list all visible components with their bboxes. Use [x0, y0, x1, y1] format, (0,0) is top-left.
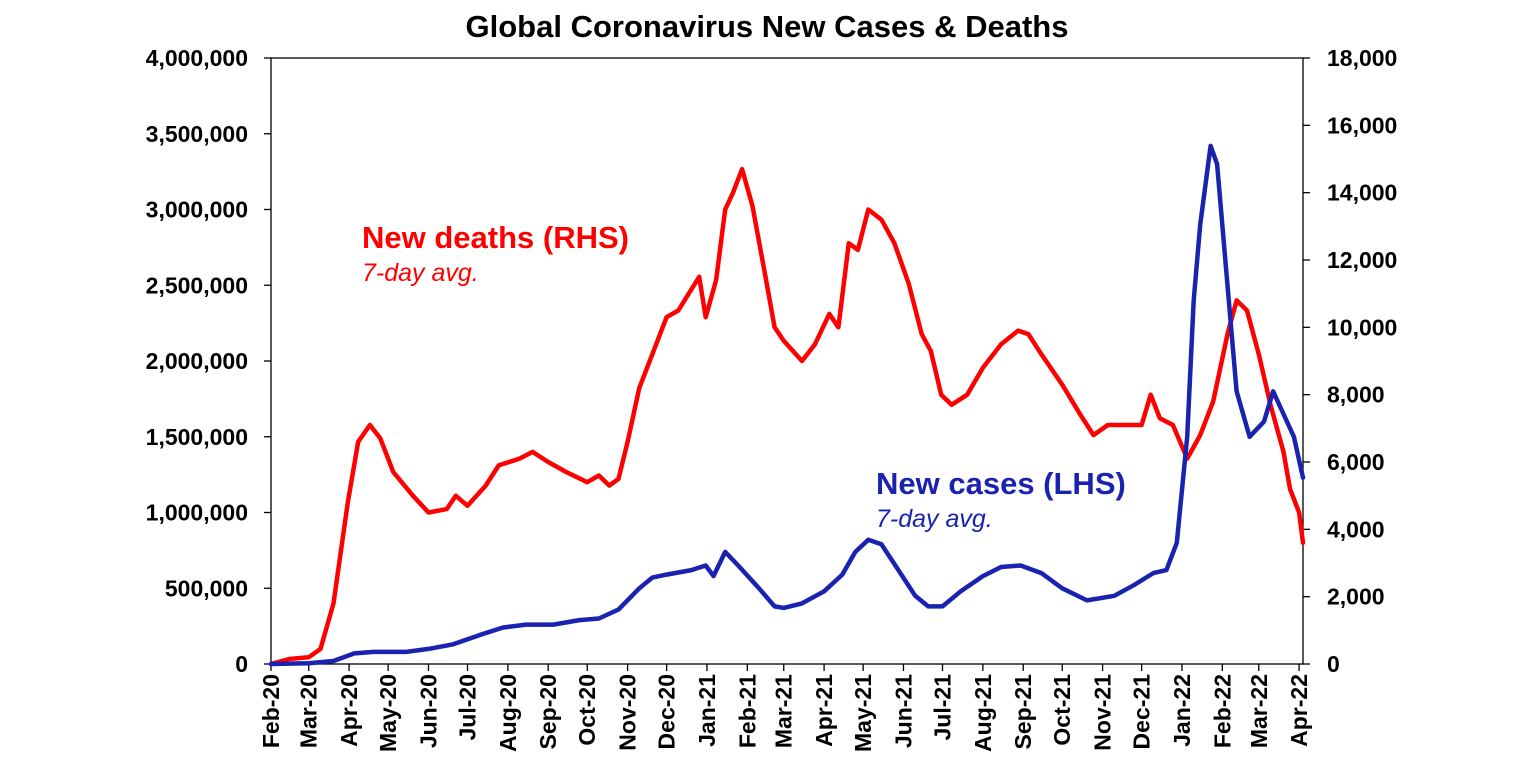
deaths-series-label: New deaths (RHS) [362, 220, 629, 255]
cases-series-label: New cases (LHS) [876, 466, 1126, 501]
left-y-tick-label: 500,000 [165, 575, 248, 601]
x-tick-label: Sep-20 [535, 674, 561, 749]
right-y-tick-label: 10,000 [1327, 314, 1397, 340]
x-tick-label: Mar-22 [1246, 674, 1272, 748]
right-y-tick-label: 16,000 [1327, 112, 1397, 138]
left-y-axis: 0 500,000 1,000,000 1,500,000 2,000,000 2,500… [146, 45, 271, 677]
left-y-tick-label: 0 [235, 651, 248, 677]
x-tick-label: Feb-21 [734, 674, 760, 748]
x-tick-label: Jun-21 [890, 674, 916, 748]
x-tick-label: Apr-20 [336, 674, 362, 747]
left-y-tick-label: 1,500,000 [146, 424, 248, 450]
left-y-tick-label: 1,000,000 [146, 500, 248, 526]
right-y-tick-label: 18,000 [1327, 45, 1397, 71]
x-axis: Feb-20 Mar-20 Apr-20 May-20 Jun-20 Jul-20 Aug-… [258, 664, 1312, 752]
deaths-series-sublabel: 7-day avg. [362, 259, 479, 287]
right-y-tick-label: 8,000 [1327, 382, 1385, 408]
left-y-tick-label: 2,500,000 [146, 272, 248, 298]
x-tick-label: Oct-21 [1049, 674, 1075, 746]
left-y-tick-label: 4,000,000 [146, 45, 248, 71]
x-tick-label: May-20 [375, 674, 401, 752]
x-tick-label: Apr-22 [1286, 674, 1312, 747]
chart-title: Global Coronavirus New Cases & Deaths [466, 9, 1069, 44]
right-y-tick-label: 12,000 [1327, 247, 1397, 273]
series-layer [268, 143, 1306, 667]
x-tick-label: May-21 [850, 674, 876, 752]
x-tick-label: Dec-20 [654, 674, 680, 749]
x-tick-label: Sep-21 [1010, 674, 1036, 750]
x-tick-label: Jul-21 [930, 674, 956, 741]
x-tick-label: Feb-22 [1209, 674, 1235, 748]
right-y-tick-label: 2,000 [1327, 584, 1385, 610]
x-tick-label: Jul-20 [455, 674, 481, 740]
left-y-tick-label: 3,500,000 [146, 121, 248, 147]
right-y-tick-label: 0 [1327, 651, 1340, 677]
x-tick-label: Nov-20 [615, 674, 641, 751]
x-tick-label: Oct-20 [574, 674, 600, 746]
left-y-tick-label: 3,000,000 [146, 197, 248, 223]
right-y-tick-label: 4,000 [1327, 516, 1385, 542]
x-tick-label: Aug-20 [495, 674, 521, 752]
deaths-series-line [268, 166, 1306, 667]
right-y-tick-label: 14,000 [1327, 180, 1397, 206]
cases-series-sublabel: 7-day avg. [876, 505, 993, 533]
right-y-tick-label: 6,000 [1327, 449, 1385, 475]
left-y-tick-label: 2,000,000 [146, 348, 248, 374]
x-tick-label: Jan-22 [1169, 674, 1195, 747]
x-tick-label: Nov-21 [1090, 674, 1116, 751]
right-y-axis: 0 2,000 4,000 6,000 8,000 10,000 12,000 14,000 1… [1303, 45, 1397, 677]
x-tick-label: Aug-21 [970, 674, 996, 752]
x-tick-label: Jan-21 [694, 674, 720, 747]
x-tick-label: Jun-20 [415, 674, 441, 748]
cases-series-line [268, 143, 1306, 667]
plot-area-frame [270, 57, 1304, 665]
x-tick-label: Apr-21 [811, 674, 837, 747]
x-tick-label: Dec-21 [1129, 674, 1155, 750]
x-tick-label: Mar-21 [771, 674, 797, 748]
x-tick-label: Feb-20 [258, 674, 284, 748]
x-tick-label: Mar-20 [296, 674, 322, 748]
